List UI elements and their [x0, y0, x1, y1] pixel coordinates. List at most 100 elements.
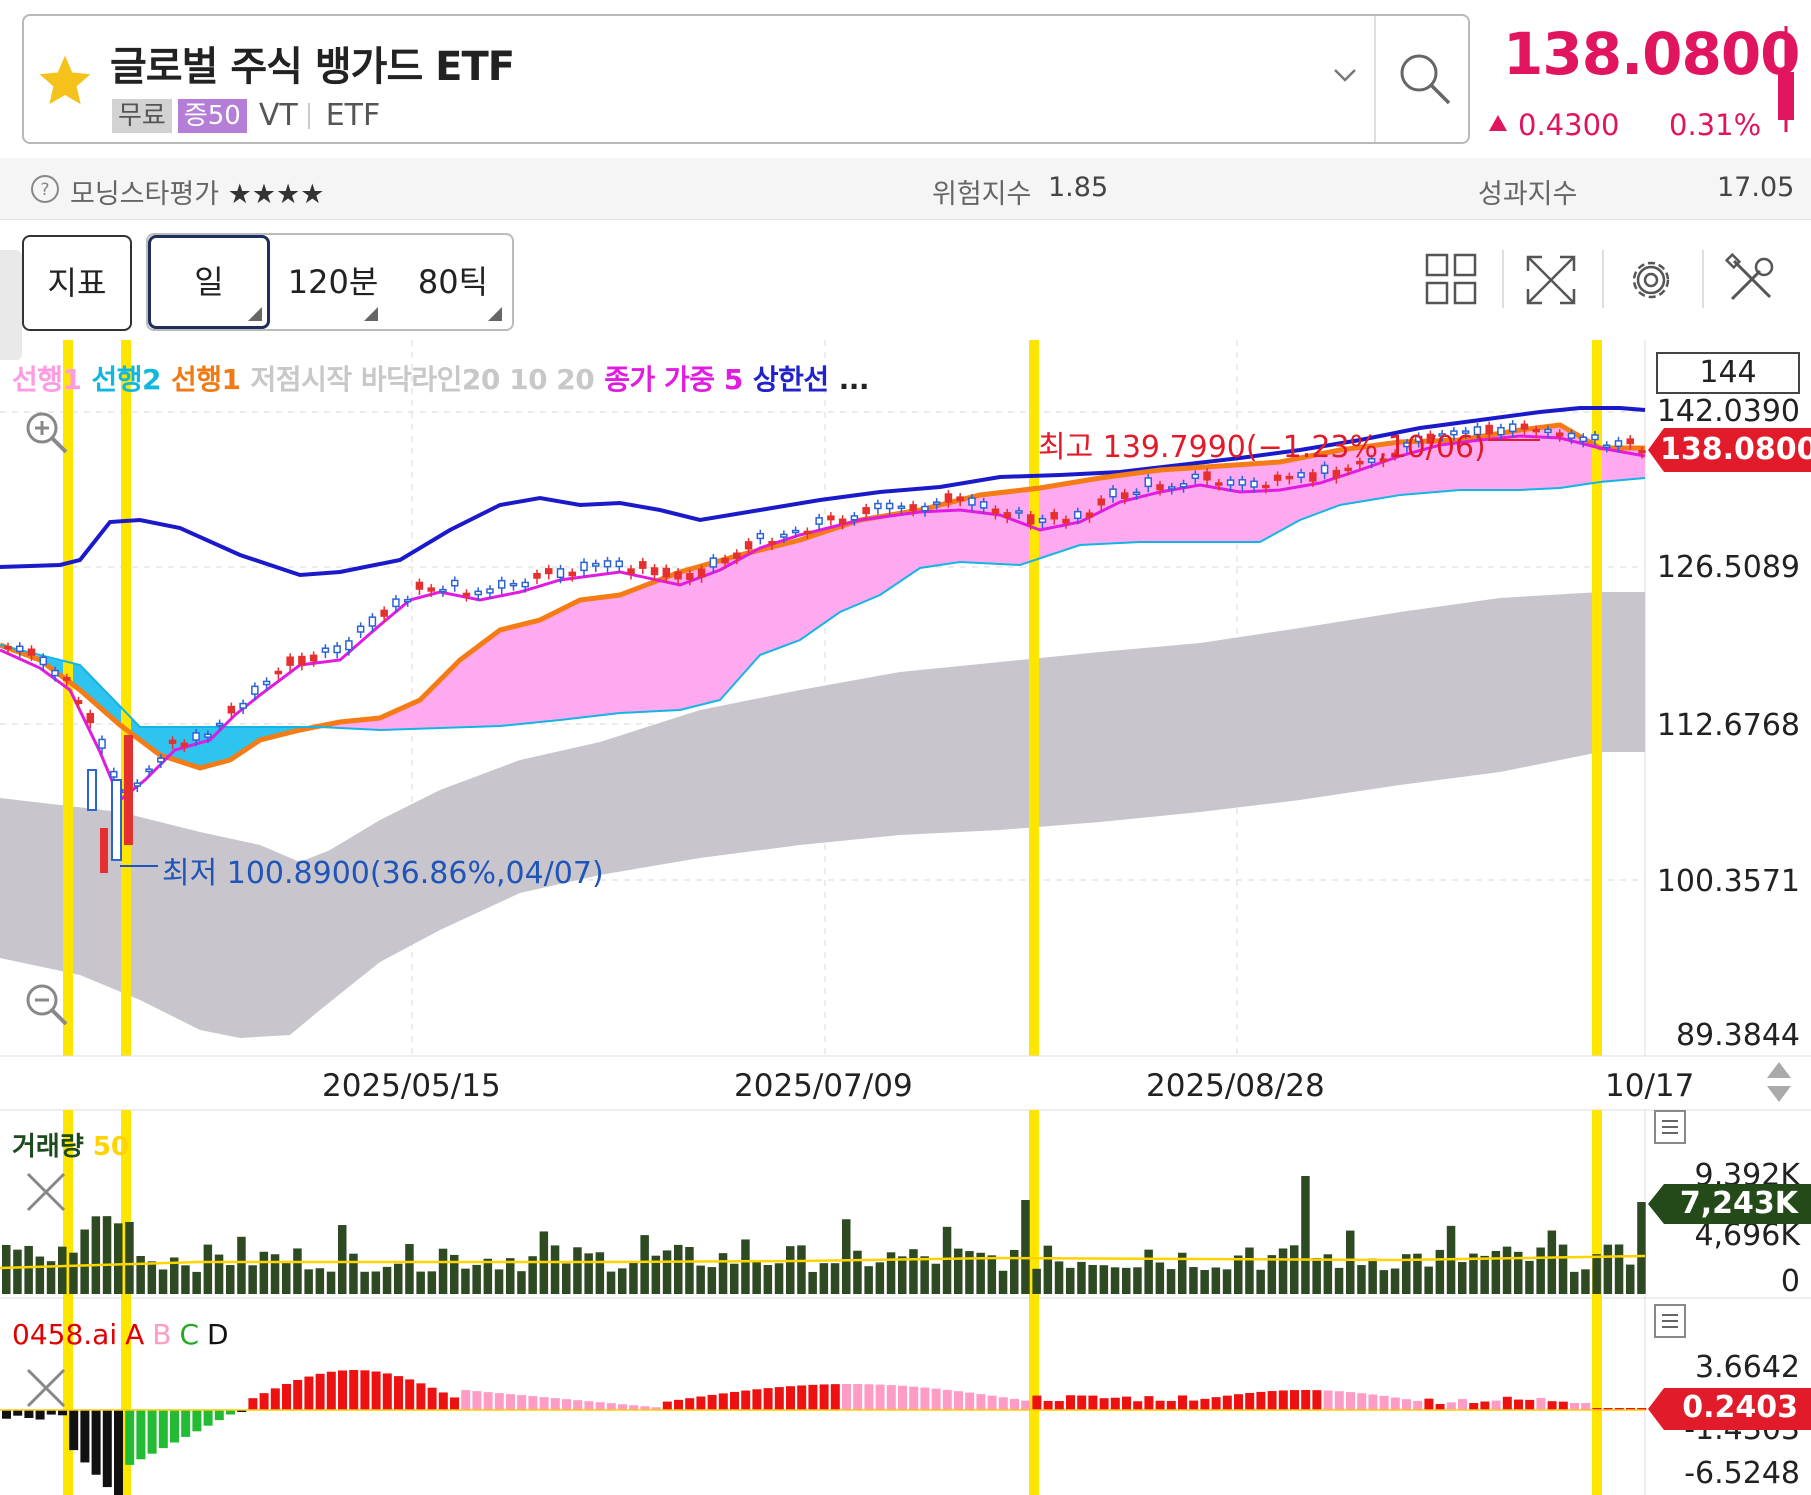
period-80tick-button[interactable]: 80틱	[417, 263, 489, 301]
candle-body	[1085, 512, 1094, 518]
tools-icon[interactable]	[1724, 253, 1778, 307]
ai-bar	[1581, 1403, 1591, 1410]
volume-bar	[987, 1255, 997, 1294]
ai-bar	[1547, 1401, 1557, 1410]
candle-body	[1414, 435, 1423, 443]
ai-bar	[1077, 1395, 1087, 1410]
volume-bar	[158, 1269, 168, 1294]
ai-bar	[573, 1400, 583, 1410]
volume-bar	[842, 1219, 851, 1294]
gear-icon[interactable]	[1624, 253, 1678, 307]
risk-value: 1.85	[1048, 172, 1109, 203]
volume-bar	[1178, 1252, 1187, 1294]
candle-body	[1438, 433, 1446, 437]
volume-bar	[1368, 1258, 1377, 1294]
chevron-down-icon[interactable]	[1332, 66, 1358, 84]
volume-bar	[640, 1235, 649, 1294]
volume-bar	[371, 1271, 381, 1294]
volume-bar	[685, 1246, 694, 1294]
candle-body	[239, 702, 247, 709]
volume-bar	[461, 1268, 470, 1294]
candle-body	[1109, 488, 1117, 498]
zoom-in-icon[interactable]	[22, 408, 72, 458]
candle-body	[1121, 492, 1129, 499]
candle-body	[815, 517, 823, 525]
ai-bar	[1514, 1399, 1523, 1410]
candle-body	[1073, 510, 1082, 520]
highlight-bar	[1029, 340, 1039, 1495]
main-legend[interactable]: 선행1 선행2 선행1 저점시작 바닥라인20 10 20 종가 가중 5 상한선...	[12, 358, 879, 398]
ai-legend[interactable]: 0458.ai A B C D	[12, 1318, 237, 1351]
highlight-bar	[121, 1110, 131, 1495]
legend-item: 선행2	[91, 363, 162, 396]
rating-stars: ★★★★	[227, 179, 325, 210]
side-drawer-handle[interactable]	[0, 250, 22, 360]
candle-body	[298, 655, 306, 666]
volume-bar	[472, 1264, 481, 1294]
legend-item: 선행1	[12, 363, 82, 396]
candle-body	[286, 656, 294, 666]
price-chart[interactable]	[0, 340, 1811, 1495]
indicator-button[interactable]: 지표	[22, 235, 132, 331]
ai-bar	[1346, 1392, 1355, 1410]
volume-legend[interactable]: 거래량 50	[12, 1126, 129, 1163]
ai-bar	[203, 1410, 213, 1426]
candle-body	[333, 645, 341, 654]
ai-bar	[685, 1398, 695, 1410]
candle-body	[98, 738, 106, 749]
ai-last-tag	[1648, 1388, 1811, 1430]
zoom-out-icon[interactable]	[22, 980, 72, 1030]
grid-layout-icon[interactable]	[1425, 253, 1477, 305]
candle-body	[521, 581, 529, 588]
volume-bar	[674, 1244, 683, 1294]
volume-bar	[1379, 1270, 1389, 1294]
candle-body	[615, 560, 624, 568]
volume-bar	[282, 1260, 291, 1294]
close-icon[interactable]	[22, 1364, 70, 1412]
menu-icon[interactable]	[1654, 1304, 1686, 1338]
ai-bar	[797, 1385, 807, 1410]
weighted-close-line	[0, 434, 1646, 803]
candle-body	[415, 581, 424, 590]
search-icon[interactable]	[1394, 48, 1454, 108]
ai-bar	[1032, 1395, 1042, 1410]
candle-body	[1626, 438, 1634, 445]
symbol-title[interactable]: 글로벌 주식 뱅가드 ETF	[110, 44, 515, 90]
period-day-button[interactable]: 일	[148, 235, 270, 329]
candle-body	[568, 571, 577, 577]
candle-body	[686, 573, 694, 580]
ai-bar	[248, 1398, 258, 1410]
volume-bar	[1301, 1176, 1310, 1294]
ai-bar	[1312, 1390, 1322, 1410]
ai-bar	[1334, 1391, 1344, 1410]
ai-bar	[629, 1405, 639, 1410]
ai-bar	[1256, 1391, 1266, 1410]
scroll-arrows-icon[interactable]	[1764, 1060, 1794, 1104]
symbol-selector[interactable]	[22, 14, 1470, 144]
price-change: 0.4300	[1518, 108, 1620, 142]
candle-body	[1062, 518, 1070, 524]
ai-bar	[1502, 1396, 1512, 1410]
ai-bar	[24, 1410, 34, 1418]
candle-body	[1168, 486, 1176, 490]
candle-body	[1026, 514, 1035, 525]
candle-body	[1356, 460, 1364, 465]
volume-bar	[1077, 1261, 1086, 1294]
ai-bar	[1278, 1390, 1288, 1410]
expand-icon[interactable]	[1524, 253, 1578, 307]
ai-bar	[360, 1370, 370, 1410]
divider	[307, 102, 310, 129]
help-icon[interactable]: ?	[30, 174, 60, 204]
candle-body	[497, 579, 506, 589]
ai-bar	[1603, 1408, 1613, 1410]
free-badge: 무료	[112, 98, 172, 133]
candle-body	[1191, 473, 1200, 480]
star-icon[interactable]	[36, 52, 94, 110]
ai-bar	[158, 1410, 168, 1449]
period-120min-button[interactable]: 120분	[287, 263, 379, 301]
ai-bar	[752, 1389, 762, 1410]
ai-bar	[1155, 1400, 1165, 1410]
menu-icon[interactable]	[1654, 1110, 1686, 1144]
candle-body	[1403, 442, 1411, 448]
close-icon[interactable]	[22, 1168, 70, 1216]
